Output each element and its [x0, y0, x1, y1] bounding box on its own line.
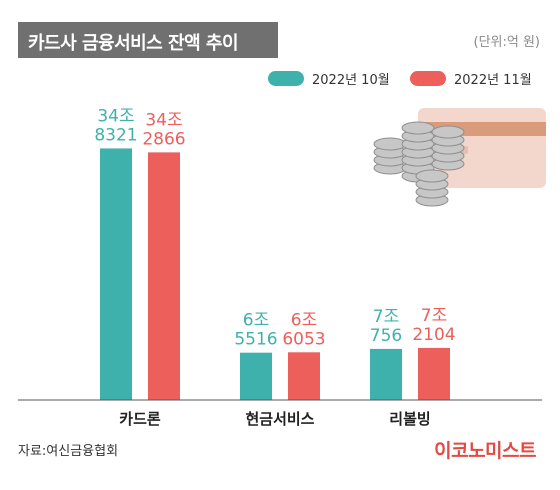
bar-0-series-1: [148, 152, 180, 400]
title-bar: 카드사 금융서비스 잔액 추이: [18, 22, 278, 58]
data-label-1-series-0-line-1: 5516: [234, 330, 277, 350]
data-label-2-series-1-line-1: 2104: [412, 325, 455, 345]
legend-label-oct: 2022년 10월: [312, 72, 390, 88]
data-label-0-series-1-line-0: 34조: [145, 110, 182, 130]
chart-title: 카드사 금융서비스 잔액 추이: [28, 33, 239, 54]
data-label-0-series-0-line-1: 8321: [94, 125, 137, 145]
brand-logo: 이코노미스트: [434, 440, 536, 462]
bar-1-series-0: [240, 352, 272, 400]
category-label-1: 현금서비스: [245, 410, 314, 428]
card-coins-illustration: [373, 108, 546, 207]
category-label-0: 카드론: [119, 410, 161, 428]
data-label-1-series-1-line-1: 6053: [282, 329, 325, 349]
data-label-1-series-1-line-0: 6조: [291, 310, 317, 330]
data-label-0-series-0-line-0: 34조: [97, 106, 134, 126]
bar-2-series-1: [418, 347, 450, 400]
legend-swatch-oct: [268, 70, 304, 86]
bar-2-series-0: [370, 348, 402, 400]
bar-1-series-1: [288, 352, 320, 400]
legend-item-nov: 2022년 11월: [410, 68, 532, 88]
data-label-2-series-0-line-0: 7조: [373, 307, 399, 327]
data-label-1-series-0-line-0: 6조: [243, 311, 269, 331]
unit-label: (단위:억 원): [473, 35, 541, 50]
bar-0-series-0: [100, 148, 132, 400]
category-label-2: 리볼빙: [389, 410, 430, 428]
source-note: 자료:여신금융협회: [18, 444, 119, 459]
data-label-0-series-1-line-1: 2866: [142, 129, 185, 149]
data-label-2-series-0-line-1: 756: [370, 326, 402, 346]
legend-label-nov: 2022년 11월: [454, 72, 532, 88]
legend-swatch-nov: [410, 70, 446, 86]
legend-item-oct: 2022년 10월: [268, 68, 390, 88]
data-label-2-series-1-line-0: 7조: [421, 306, 447, 326]
